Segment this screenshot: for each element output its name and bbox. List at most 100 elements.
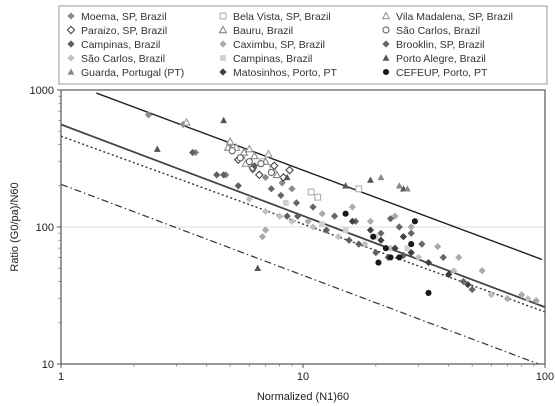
data-point bbox=[283, 199, 289, 206]
data-point bbox=[322, 226, 331, 234]
data-point bbox=[468, 285, 476, 294]
data-point bbox=[382, 245, 389, 252]
y-tick-label: 10 bbox=[42, 359, 54, 371]
legend-label: CEFEUP, Porto, PT bbox=[396, 67, 488, 79]
legend: Moema, SP, Brazil Bela Vista, SP, Brazil V… bbox=[58, 5, 548, 85]
data-point bbox=[503, 295, 512, 303]
trend-line-solid bbox=[96, 92, 543, 261]
data-point bbox=[318, 210, 326, 218]
data-point bbox=[464, 280, 472, 289]
legend-marker bbox=[219, 12, 227, 20]
data-point bbox=[377, 229, 385, 237]
legend-marker bbox=[382, 68, 390, 76]
data-point bbox=[399, 233, 408, 241]
data-point bbox=[355, 240, 363, 248]
legend-marker bbox=[382, 54, 390, 61]
data-point bbox=[348, 203, 356, 211]
data-point bbox=[387, 254, 394, 261]
data-point bbox=[342, 182, 350, 189]
legend-label: São Carlos, Brazil bbox=[396, 25, 480, 37]
legend-marker bbox=[66, 25, 76, 35]
x-tick-label: 10 bbox=[297, 371, 309, 383]
data-point bbox=[404, 245, 411, 252]
data-point bbox=[283, 212, 291, 220]
legend-label: Guarda, Portugal (PT) bbox=[81, 67, 184, 79]
data-point bbox=[279, 173, 288, 182]
data-point bbox=[418, 240, 426, 248]
data-point bbox=[366, 217, 375, 225]
legend-item: Matosinhos, Porto, PT bbox=[219, 67, 337, 79]
legend-item: Campinas, Brazil bbox=[220, 53, 312, 65]
x-axis-title: Normalized (N1)60 bbox=[257, 391, 349, 403]
data-point bbox=[153, 145, 161, 152]
data-point bbox=[319, 221, 326, 227]
legend-label: Paraizo, SP, Brazil bbox=[81, 25, 167, 37]
data-point bbox=[375, 259, 382, 266]
y-axis-ticks: 10 100 1000 bbox=[30, 85, 61, 371]
legend-marker bbox=[67, 68, 75, 75]
data-point bbox=[386, 215, 395, 223]
data-point bbox=[294, 212, 302, 220]
legend-item: Bela Vista, SP, Brazil bbox=[219, 11, 331, 23]
legend-label: Campinas, Brazil bbox=[233, 53, 312, 65]
data-point bbox=[403, 185, 411, 192]
data-point bbox=[361, 240, 369, 248]
data-point bbox=[407, 223, 415, 231]
data-point bbox=[304, 217, 312, 225]
data-point bbox=[407, 249, 415, 257]
data-point bbox=[408, 241, 415, 248]
legend-item: Brooklin, SP, Brazil bbox=[382, 39, 485, 51]
data-point bbox=[283, 173, 291, 181]
data-point bbox=[342, 210, 349, 217]
data-point bbox=[267, 168, 275, 177]
data-point bbox=[372, 249, 380, 257]
data-point bbox=[377, 236, 385, 244]
y-tick-label: 1000 bbox=[30, 85, 54, 97]
data-point bbox=[396, 254, 403, 261]
legend-label: Caximbu, SP, Brazil bbox=[233, 39, 325, 51]
legend-item: São Carlos, Brazil bbox=[67, 53, 165, 65]
data-point bbox=[288, 217, 296, 225]
legend-label: Brooklin, SP, Brazil bbox=[396, 39, 485, 51]
legend-label: Bela Vista, SP, Brazil bbox=[233, 11, 331, 23]
legend-box bbox=[58, 5, 548, 85]
data-point bbox=[459, 277, 467, 286]
data-point bbox=[272, 170, 282, 179]
legend-marker bbox=[67, 40, 75, 48]
data-point bbox=[220, 171, 228, 179]
data-point bbox=[285, 165, 294, 175]
legend-marker bbox=[219, 68, 227, 76]
data-point bbox=[309, 223, 317, 231]
legend-label: Vila Madalena, SP, Brazil bbox=[396, 11, 513, 23]
data-point bbox=[478, 267, 486, 275]
legend-marker bbox=[67, 54, 75, 62]
legend-marker bbox=[382, 26, 390, 34]
data-point bbox=[532, 297, 540, 305]
data-point bbox=[250, 151, 259, 160]
legend-label: Matosinhos, Porto, PT bbox=[233, 67, 337, 79]
data-point bbox=[309, 203, 317, 211]
data-point bbox=[182, 117, 191, 126]
legend-marker bbox=[382, 40, 390, 48]
data-point bbox=[239, 147, 249, 156]
data-point bbox=[275, 212, 284, 220]
data-point bbox=[261, 173, 270, 182]
x-tick-label: 1 bbox=[58, 371, 64, 383]
legend-item: CEFEUP, Porto, PT bbox=[382, 67, 488, 79]
data-point bbox=[445, 270, 453, 279]
data-point bbox=[407, 229, 415, 237]
data-point bbox=[391, 244, 399, 252]
data-markers bbox=[144, 111, 540, 305]
gridlines bbox=[61, 89, 545, 365]
legend-label: Campinas, Brazil bbox=[81, 39, 160, 51]
y-axis-title: Ratio (G0/pa)/N60 bbox=[9, 182, 21, 271]
data-point bbox=[189, 148, 197, 157]
data-point bbox=[225, 136, 235, 145]
data-point bbox=[395, 182, 403, 189]
data-point bbox=[254, 170, 264, 180]
legend-marker bbox=[67, 12, 75, 20]
data-point bbox=[245, 195, 253, 203]
legend-item: São Carlos, Brazil bbox=[382, 25, 480, 37]
legend-item: Moema, SP, Brazil bbox=[67, 11, 167, 23]
